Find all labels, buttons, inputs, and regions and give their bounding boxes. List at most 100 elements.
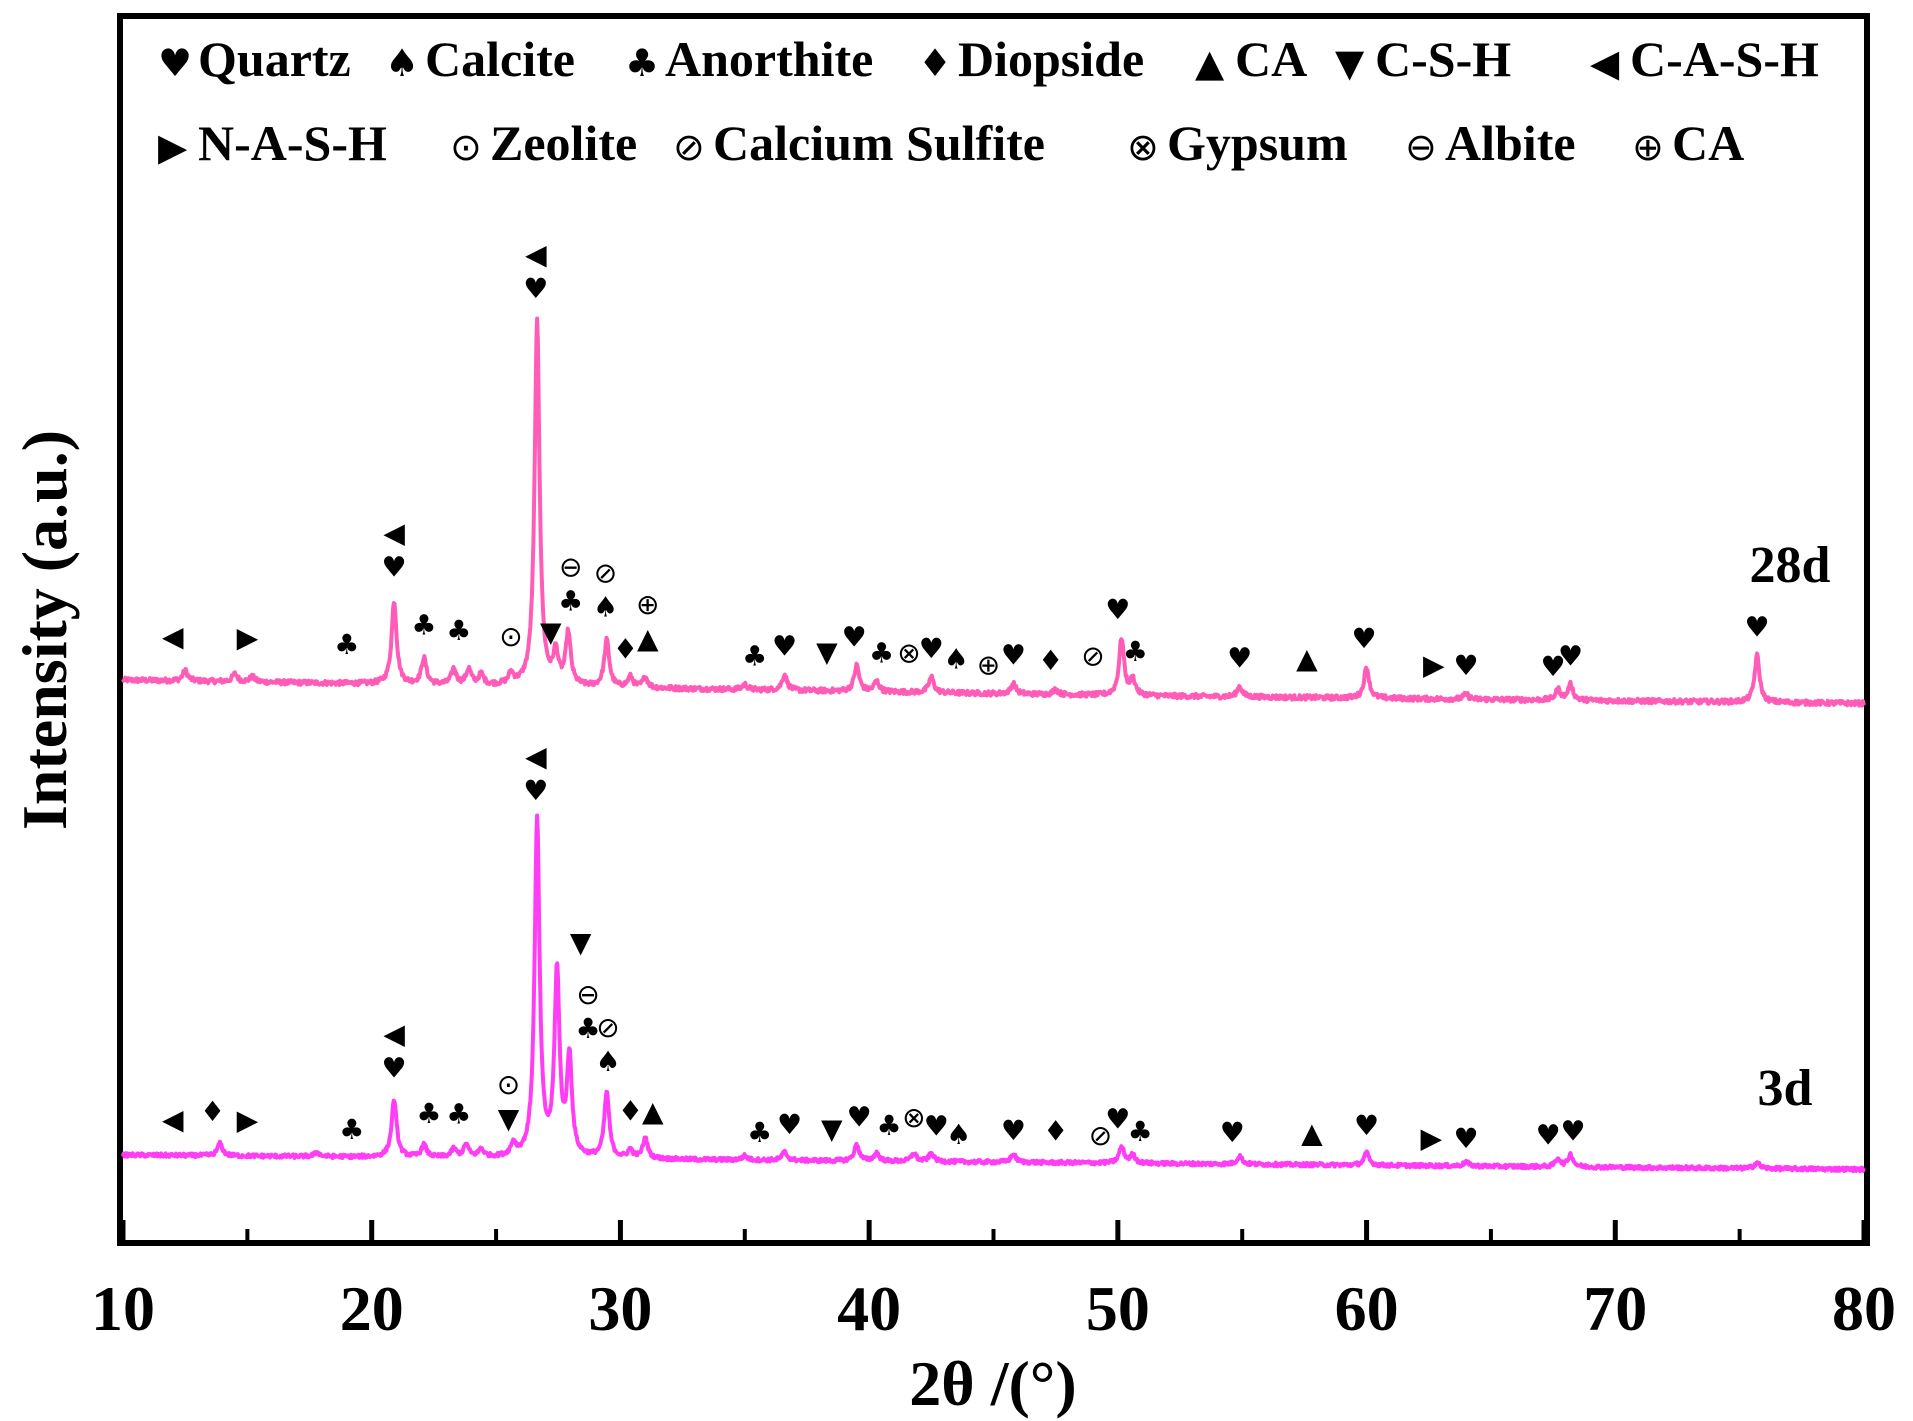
- peak-marker: ◀: [162, 620, 184, 653]
- peak-marker: ♥: [772, 630, 797, 663]
- peak-marker: ♥: [1454, 1122, 1479, 1155]
- peak-marker: ♣: [747, 1116, 772, 1149]
- peak-marker: ♣: [1128, 1115, 1153, 1148]
- peak-marker: ♥: [1354, 1109, 1379, 1142]
- peak-marker: ♣: [576, 1012, 601, 1045]
- legend-symbol: ◀: [1590, 41, 1620, 85]
- peak-marker: ▲: [1296, 642, 1318, 675]
- peak-marker: ♣: [416, 1097, 441, 1130]
- peak-marker: ⊘: [596, 1011, 619, 1044]
- legend-entry: C-S-H: [1375, 31, 1511, 87]
- peak-marker: ♥: [1536, 1119, 1561, 1152]
- x-tick-label: 70: [1583, 1273, 1647, 1344]
- legend-entry: Anorthite: [665, 31, 873, 87]
- peak-marker: ♥: [1560, 1115, 1585, 1148]
- peak-marker: ♥: [1454, 649, 1479, 682]
- peak-marker: ⊖: [559, 551, 582, 584]
- peak-marker: ♣: [446, 614, 471, 647]
- peak-marker: ◀: [383, 1018, 405, 1051]
- peak-marker: ◀: [162, 1103, 184, 1136]
- peak-marker: ▶: [237, 1104, 259, 1137]
- peak-marker: ⊘: [1089, 1119, 1112, 1152]
- peak-marker: ♣: [411, 608, 436, 641]
- legend-symbol: ♠: [385, 41, 419, 85]
- peak-marker: ♠: [944, 643, 969, 676]
- peak-marker: ♥: [1744, 610, 1769, 643]
- peak-marker: ♥: [1541, 650, 1566, 683]
- peak-marker: ♥: [1352, 622, 1377, 655]
- peak-marker: ⊘: [594, 556, 617, 589]
- legend-symbol: ⊘: [673, 125, 705, 169]
- peak-marker: ♣: [869, 636, 894, 669]
- peak-marker: ♣: [558, 585, 583, 618]
- peak-marker: ♦: [200, 1095, 225, 1128]
- legend-symbol: ▶: [158, 125, 188, 169]
- series-label-28d: 28d: [1750, 537, 1831, 594]
- legend-entry: CA: [1672, 115, 1744, 171]
- peak-marker: ♥: [382, 551, 407, 584]
- peak-marker: ▶: [1420, 1122, 1442, 1155]
- peak-marker: ♠: [946, 1118, 971, 1151]
- peak-marker: ♥: [919, 632, 944, 665]
- legend: ♥ Quartz ♠ Calcite ♣ Anorthite ♦ Diopside ▲ CA ▼ C…: [158, 31, 1819, 171]
- peak-marker: ♣: [742, 640, 767, 673]
- legend-symbol: ⊗: [1127, 125, 1159, 169]
- series-line-3d: [121, 813, 1866, 1174]
- legend-entry: Calcium Sulfite: [713, 115, 1045, 171]
- peak-marker: ♥: [777, 1108, 802, 1141]
- legend-entry: Diopside: [958, 31, 1144, 87]
- peak-marker: ⊙: [499, 620, 522, 653]
- peak-marker: ♠: [595, 1045, 620, 1078]
- peak-marker: ⊗: [897, 637, 920, 670]
- peak-marker: ♠: [593, 590, 618, 623]
- peak-marker: ▲: [642, 1095, 664, 1128]
- peak-marker: ▶: [237, 621, 259, 654]
- peak-marker: ♥: [523, 272, 548, 305]
- peak-marker: ♥: [1105, 593, 1130, 626]
- peak-marker: ▲: [637, 622, 659, 655]
- series-layer: 28d 3d: [121, 316, 1866, 1174]
- peak-marker: ▼: [570, 926, 592, 959]
- peak-marker: ▼: [540, 616, 562, 649]
- peak-marker: ♥: [924, 1109, 949, 1142]
- peak-marker: ♥: [523, 774, 548, 807]
- legend-entry: N-A-S-H: [198, 115, 387, 171]
- peak-marker: ♣: [876, 1109, 901, 1142]
- peak-marker: ⊕: [977, 648, 1000, 681]
- x-tick-label: 60: [1335, 1273, 1399, 1344]
- peak-marker: ⊘: [1081, 640, 1104, 673]
- plot-frame: [117, 13, 1870, 1246]
- peak-marker: ⊙: [497, 1068, 520, 1101]
- peak-marker: ♥: [1227, 641, 1252, 674]
- x-axis-title: 2θ /(°): [909, 1348, 1076, 1419]
- x-tick-label: 40: [837, 1273, 901, 1344]
- peak-marker: ▶: [1423, 649, 1445, 682]
- peak-marker: ♦: [1043, 1114, 1068, 1147]
- peak-marker: ♥: [1001, 1114, 1026, 1147]
- legend-symbol: ♥: [158, 41, 192, 85]
- legend-symbol: ♣: [625, 41, 659, 85]
- peak-marker: ◀: [525, 740, 547, 773]
- legend-entry: Gypsum: [1167, 115, 1348, 171]
- peak-marker: ♥: [842, 620, 867, 653]
- peak-marker: ♦: [613, 632, 638, 665]
- legend-entry: CA: [1235, 31, 1307, 87]
- peak-marker: ⊕: [636, 588, 659, 621]
- legend-entry: C-A-S-H: [1630, 31, 1819, 87]
- peak-marker: ♥: [1558, 640, 1583, 673]
- peak-marker: ♦: [618, 1095, 643, 1128]
- peak-marker: ◀: [525, 238, 547, 271]
- peak-marker: ⊗: [902, 1101, 925, 1134]
- peak-marker: ▲: [1301, 1117, 1323, 1150]
- legend-symbol: ⊙: [450, 125, 482, 169]
- peak-marker: ♥: [847, 1101, 872, 1134]
- x-tick-label: 50: [1086, 1273, 1150, 1344]
- legend-entry: Calcite: [425, 31, 575, 87]
- peak-marker-layer: ◀ ▶ ♣♥◀♣ ♣ ⊙♥◀▼♣⊖♠⊘♦ ▲⊕♣ ♥ ▼ ♥ ♣ ⊗♥ ♠ ⊕ ♥ ♦ ⊘♥♣ ♥ ▲♥▶ ♥ ♥♥♥…: [162, 238, 1770, 1155]
- peak-marker: ♣: [334, 628, 359, 661]
- peak-marker: ♥: [1105, 1103, 1130, 1136]
- peak-marker: ▼: [498, 1102, 520, 1135]
- legend-entry: Quartz: [198, 31, 351, 87]
- series-label-3d: 3d: [1758, 1060, 1813, 1117]
- peak-marker: ♣: [446, 1097, 471, 1130]
